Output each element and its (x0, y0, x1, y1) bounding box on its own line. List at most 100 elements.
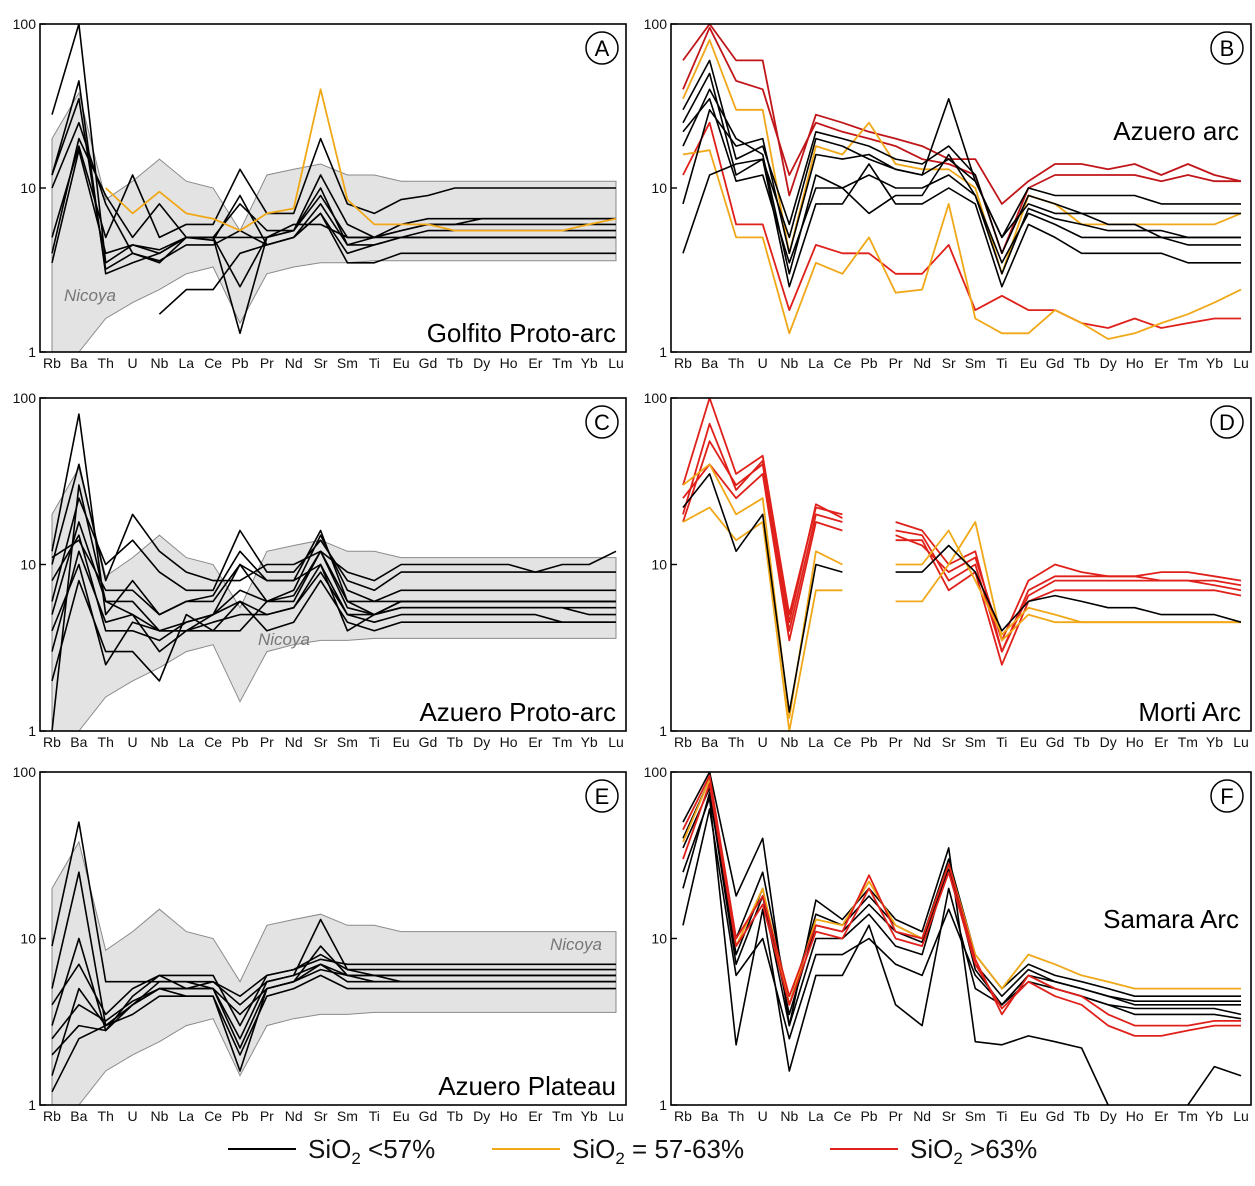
y-tick-label: 100 (644, 390, 668, 406)
series-line-black (51, 579, 616, 682)
x-tick-label: La (178, 355, 194, 371)
panel-E-plot (51, 821, 617, 1105)
x-tick-label: Eu (393, 355, 410, 371)
x-tick-label: Nb (150, 1108, 168, 1124)
y-tick-label: 10 (651, 557, 667, 573)
x-tick-label: Er (1154, 1108, 1168, 1124)
x-tick-label: Tb (1073, 355, 1090, 371)
x-tick-label: Sr (942, 734, 956, 750)
x-tick-label: Dy (473, 1108, 490, 1124)
y-tick-label: 100 (644, 16, 668, 32)
y-tick-label: 100 (13, 390, 37, 406)
x-tick-label: La (808, 355, 824, 371)
x-tick-label: Sm (337, 1108, 358, 1124)
panel-B-plot (682, 24, 1242, 340)
panel-B-frame (670, 23, 1252, 353)
x-tick-label: Ti (369, 355, 380, 371)
y-tick-label: 1 (28, 723, 36, 739)
series-line-black (51, 563, 616, 666)
series-line-red (682, 422, 1242, 642)
x-tick-label: Sr (942, 355, 956, 371)
x-tick-label: Pr (889, 1108, 903, 1124)
series-line-darkred (682, 24, 1242, 205)
x-tick-label: Eu (1020, 1108, 1037, 1124)
x-tick-label: Eu (1020, 355, 1037, 371)
x-tick-label: Ti (996, 1108, 1007, 1124)
x-tick-label: Ce (204, 734, 222, 750)
legend-label-black: SiO2 <57% (308, 1134, 436, 1169)
series-line-black (682, 473, 1242, 713)
x-tick-label: U (128, 1108, 138, 1124)
x-tick-label: Gd (419, 734, 438, 750)
y-tick-label: 10 (651, 180, 667, 196)
series-line-black (682, 98, 1241, 275)
panel-C-plot (51, 413, 617, 731)
x-tick-label: U (128, 355, 138, 371)
series-line-black (682, 88, 1241, 275)
x-tick-label: Ho (1126, 1108, 1144, 1124)
x-tick-label: Ho (500, 734, 518, 750)
x-tick-label: Dy (1100, 1108, 1117, 1124)
x-tick-label: Pr (260, 734, 274, 750)
x-tick-label: Ho (1126, 355, 1144, 371)
nicoya-band (51, 91, 617, 352)
x-tick-label: Pr (889, 355, 903, 371)
series-line-black (682, 109, 1241, 255)
y-tick-label: 10 (20, 180, 36, 196)
panel-letter: E (595, 784, 610, 809)
series-line-black (51, 534, 616, 642)
x-tick-label: U (128, 734, 138, 750)
nicoya-label: Nicoya (258, 630, 310, 649)
x-tick-label: Ti (369, 734, 380, 750)
series-line-black (682, 797, 1242, 1072)
series-line-orange (682, 463, 1241, 719)
x-tick-label: Eu (393, 1108, 410, 1124)
x-tick-label: Pb (231, 355, 248, 371)
x-tick-label: Rb (674, 734, 692, 750)
x-tick-label: Nb (150, 355, 168, 371)
x-tick-label: Rb (674, 1108, 692, 1124)
y-tick-label: 100 (13, 16, 37, 32)
x-tick-label: Pr (889, 734, 903, 750)
panel-letter: D (1219, 410, 1235, 435)
panel-D-plot (682, 398, 1242, 731)
series-line-red (682, 121, 1241, 329)
x-tick-label: Gd (419, 1108, 438, 1124)
x-tick-label: Pb (860, 734, 877, 750)
nicoya-label: Nicoya (64, 286, 116, 305)
panel-letter: A (595, 36, 610, 61)
panel-title: Morti Arc (1138, 697, 1241, 727)
legend-swatch-orange (492, 1148, 560, 1150)
y-tick-label: 10 (651, 931, 667, 947)
x-tick-label: Dy (473, 734, 490, 750)
x-tick-label: U (758, 734, 768, 750)
x-tick-label: Dy (1100, 734, 1117, 750)
series-line-black (51, 974, 616, 1093)
panel-letter: B (1220, 36, 1235, 61)
series-line-black (51, 497, 616, 602)
panel-title: Samara Arc (1103, 904, 1239, 934)
x-tick-label: Ba (701, 1108, 718, 1124)
x-tick-label: Ce (833, 355, 851, 371)
panel-letter-circle (585, 405, 619, 439)
x-tick-label: Ho (500, 1108, 518, 1124)
panel-title: Azuero arc (1113, 116, 1239, 146)
series-line-red (682, 782, 1241, 1037)
x-tick-label: Th (728, 1108, 744, 1124)
x-tick-label: Gd (419, 355, 438, 371)
x-tick-label: Nd (285, 734, 303, 750)
x-tick-label: Ce (833, 734, 851, 750)
x-tick-label: Tb (1073, 1108, 1090, 1124)
x-tick-label: Yb (581, 1108, 598, 1124)
y-tick-label: 1 (28, 1097, 36, 1113)
x-tick-label: Ti (996, 734, 1007, 750)
y-tick-label: 100 (644, 764, 668, 780)
x-tick-label: Ba (70, 1108, 87, 1124)
x-tick-label: U (758, 1108, 768, 1124)
x-tick-label: Rb (43, 1108, 61, 1124)
series-line-black (51, 918, 616, 1076)
x-tick-label: Th (728, 355, 744, 371)
x-tick-label: Nd (913, 1108, 931, 1124)
series-line-black (682, 778, 1241, 1006)
figure: 1 10 100 Rb Ba Th U Nb La Ce Pb Pr Nd Sr Sm Ti Eu Gd Tb Dy H… (13, 16, 1252, 1124)
